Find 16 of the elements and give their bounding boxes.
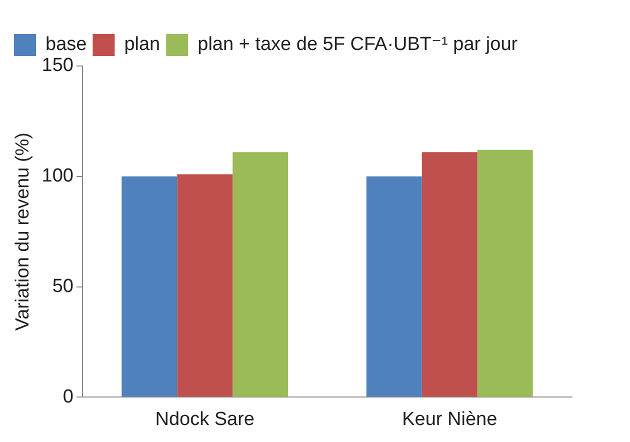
y-axis-title: Variation du revenu (%) [12,132,34,331]
bar [366,176,422,397]
bar [232,152,288,397]
y-tick-label: 150 [42,55,74,76]
legend-label: plan + taxe de 5F CFA·UBT⁻¹ par jour [198,34,518,56]
legend-label: plan [124,34,160,56]
bar [422,152,478,397]
x-tick-label: Keur Niène [402,408,498,430]
legend-label: base [46,34,87,56]
bar [122,176,178,397]
bar [477,150,533,397]
y-tick-label: 50 [52,276,74,298]
y-tick-label: 100 [42,166,74,187]
x-tick-label: Ndock Sare [155,408,255,430]
bar [177,174,233,397]
y-tick-label: 0 [62,386,74,408]
